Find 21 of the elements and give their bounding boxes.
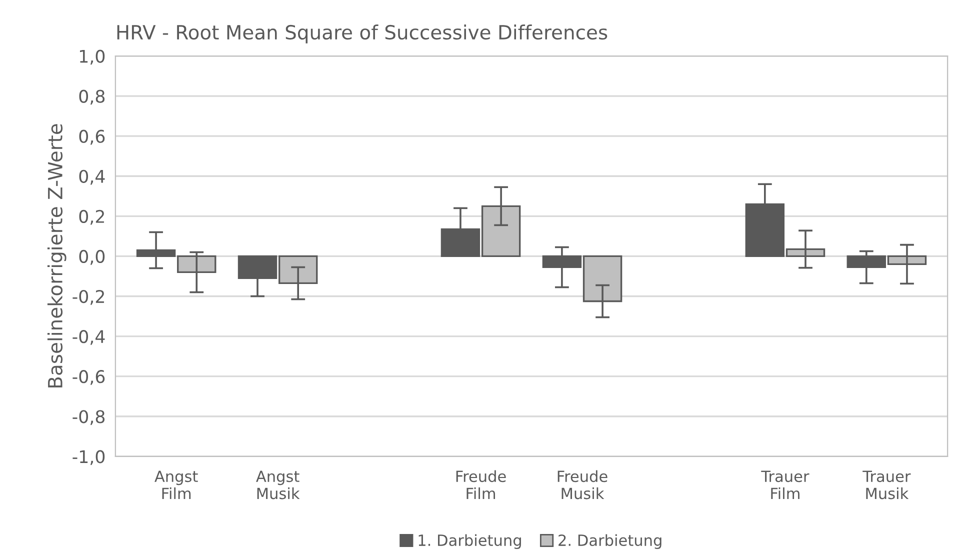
y-tick-label: 0,6 xyxy=(79,130,105,145)
x-tick-label: Freude Film xyxy=(456,470,506,500)
y-tick-label: -0,8 xyxy=(72,410,105,425)
y-tick-label: -0,4 xyxy=(72,330,105,345)
x-tick-label: Angst Film xyxy=(154,470,198,500)
x-tick-label: Trauer Film xyxy=(761,470,810,500)
y-tick-label: 1,0 xyxy=(80,50,105,65)
y-tick-label: 0,2 xyxy=(79,210,104,225)
y-tick-label: -1,0 xyxy=(72,450,105,466)
x-tick-label: Trauer Musik xyxy=(862,470,911,500)
chart-title: HRV - Root Mean Square of Successive Differences xyxy=(117,24,608,44)
y-tick-label: -0,2 xyxy=(72,290,104,305)
legend-label: 2. Darbietung xyxy=(558,534,662,549)
y-tick-label: -0,6 xyxy=(72,370,105,385)
y-tick-label: 0,8 xyxy=(79,90,105,105)
legend-label: 1. Darbietung xyxy=(418,534,521,549)
y-tick-label: 0,0 xyxy=(79,250,105,265)
y-tick-label: 0,4 xyxy=(79,170,105,185)
x-tick-label: Angst Musik xyxy=(256,470,300,500)
x-tick-label: Freude Musik xyxy=(558,470,608,500)
y-axis-title: Baselinekorrigierte Z-Werte xyxy=(47,124,66,388)
